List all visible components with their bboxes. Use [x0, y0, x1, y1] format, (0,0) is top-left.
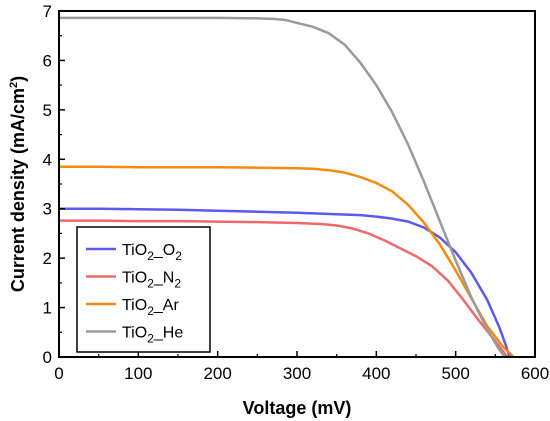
y-tick-label: 7	[43, 2, 52, 21]
legend-label: TiO2_N2	[122, 270, 181, 291]
x-tick-label: 300	[283, 364, 311, 383]
x-tick-label: 100	[124, 364, 152, 383]
legend-label-tail: _O	[153, 242, 175, 259]
y-tick-label: 4	[43, 150, 52, 169]
series-line-2	[59, 165, 515, 358]
series-line-1	[59, 219, 509, 358]
legend-label: TiO2_Ar	[122, 297, 179, 318]
series-lines	[59, 16, 515, 358]
legend-label: TiO2_He	[122, 325, 183, 346]
x-tick-label: 200	[203, 364, 231, 383]
y-axis-title-sup: 2	[8, 82, 20, 88]
legend-label-sub: 2	[147, 249, 154, 263]
y-axis-title-tail: )	[8, 76, 28, 82]
y-tick-label: 3	[43, 200, 52, 219]
legend-label-sub2: 2	[175, 249, 182, 263]
x-tick-label: 500	[441, 364, 469, 383]
y-axis-title: Current density (mA/cm2)	[8, 76, 28, 292]
series-line-3	[59, 16, 506, 358]
legend-label-base: TiO	[122, 297, 147, 314]
x-tick-label: 0	[54, 364, 63, 383]
legend-label-base: TiO	[122, 242, 147, 259]
legend-label-sub: 2	[147, 332, 154, 346]
x-axis-title: Voltage (mV)	[243, 398, 352, 418]
x-axis-ticks: 0 100 200 300 400 500 600	[54, 351, 549, 383]
y-axis-title-base: Current density (mA/cm	[8, 88, 28, 292]
legend-label-tail: _Ar	[153, 297, 180, 314]
x-tick-label: 400	[362, 364, 390, 383]
y-tick-label: 6	[43, 51, 52, 70]
series-line-0	[59, 207, 511, 358]
y-tick-label: 1	[43, 299, 52, 318]
legend-label-tail: _He	[153, 325, 183, 342]
legend-label-base: TiO	[122, 270, 147, 287]
legend-label-base: TiO	[122, 325, 147, 342]
y-tick-label: 0	[43, 348, 52, 367]
x-tick-label: 600	[521, 364, 549, 383]
y-axis-ticks: 0 1 2 3 4 5 6 7	[43, 2, 65, 367]
y-tick-label: 5	[43, 101, 52, 120]
legend-label-tail: _N	[153, 270, 174, 287]
y-tick-label: 2	[43, 249, 52, 268]
legend-label-sub: 2	[147, 277, 154, 291]
legend-label-sub: 2	[147, 304, 154, 318]
legend-label: TiO2_O2	[122, 242, 182, 263]
legend-label-sub2: 2	[174, 277, 181, 291]
